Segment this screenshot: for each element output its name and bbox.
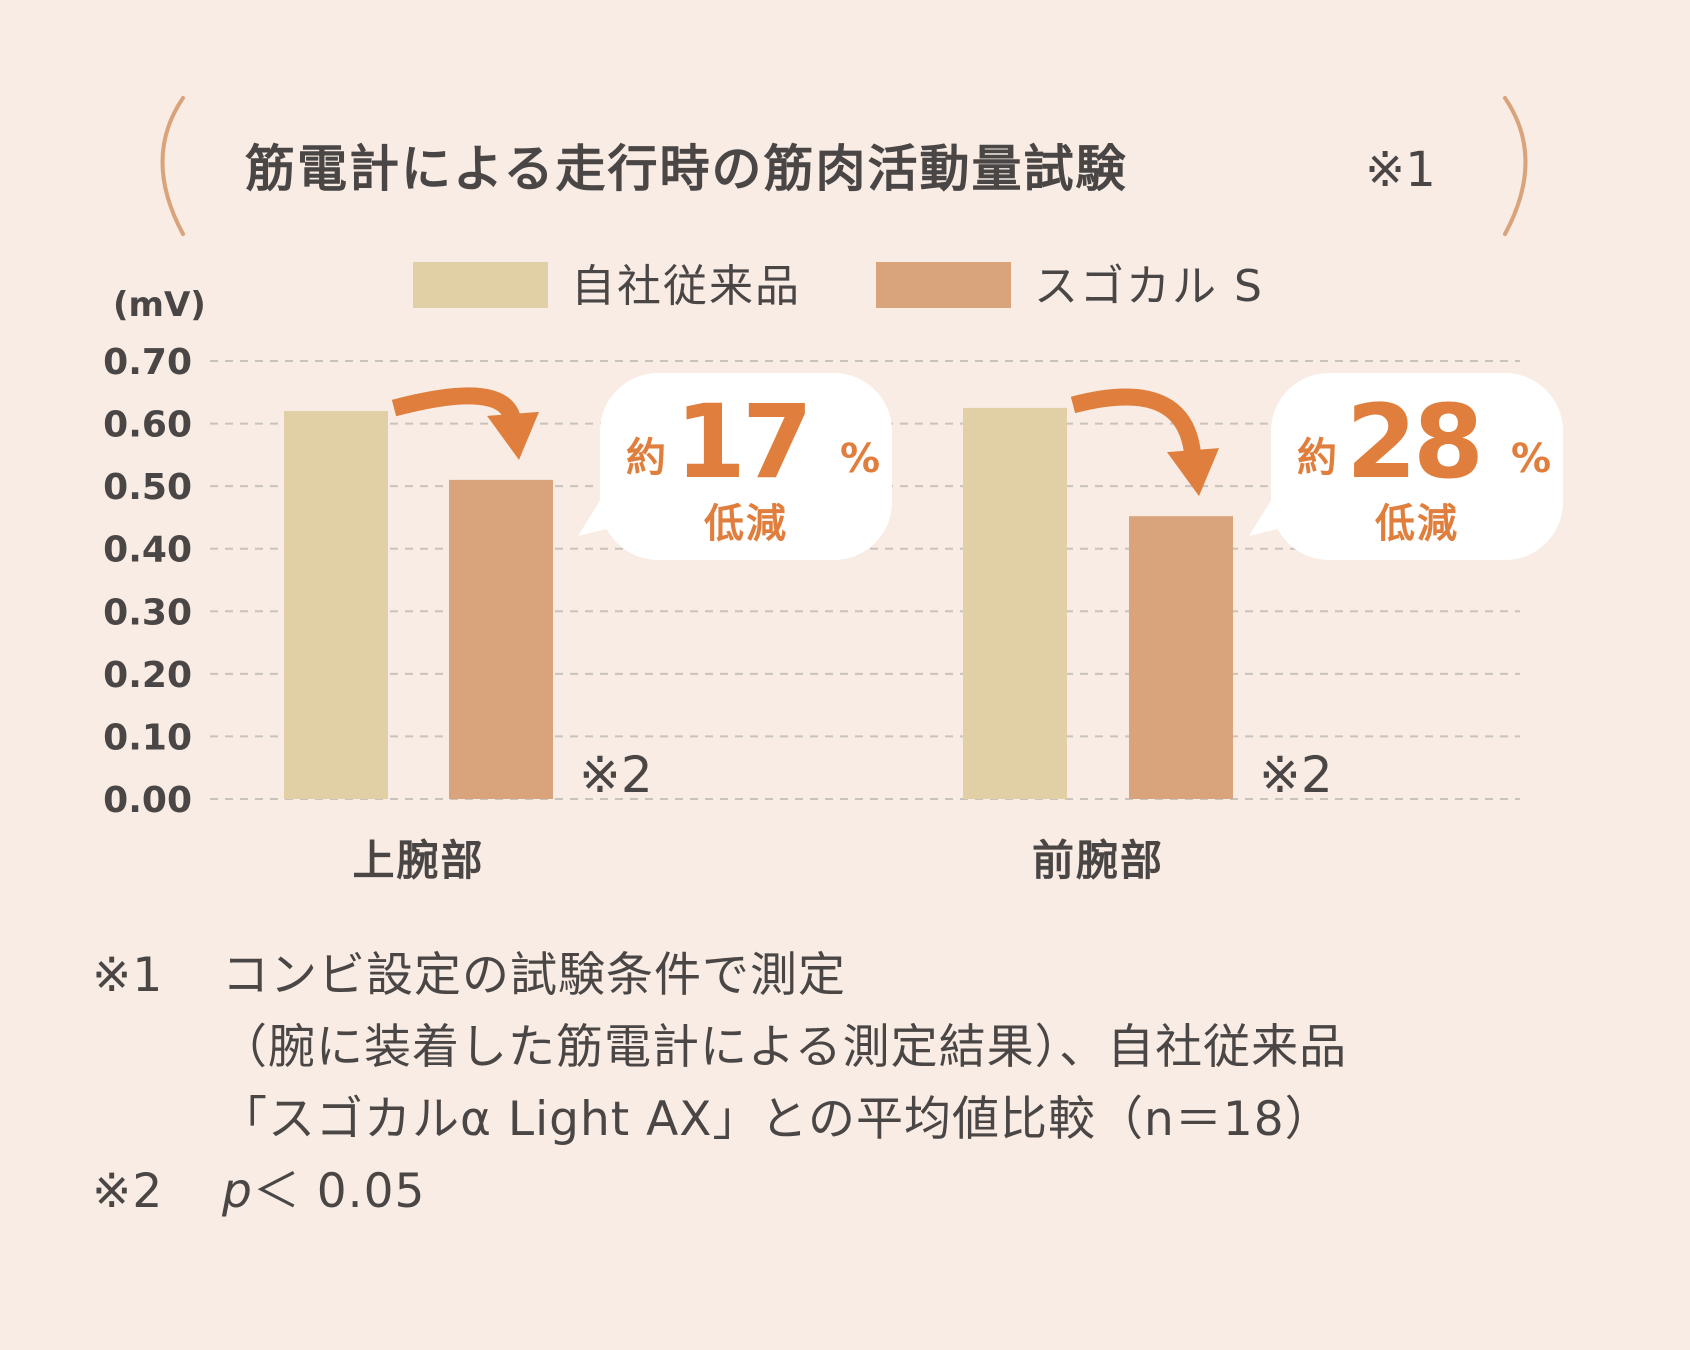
chart-svg: 筋電計による走行時の筋肉活動量試験 ※1 自社従来品 スゴカル S (mV) 0.70 0.… [103, 96, 1563, 885]
reduction-arrowhead-0 [487, 411, 539, 460]
callout-number-1: 28 [1346, 383, 1480, 502]
footnote-1-mark: ※1 [92, 948, 164, 1003]
footnote-2-p: p [222, 1164, 253, 1219]
y-tick-label-5: 0.20 [103, 655, 192, 696]
x-category-label-0: 上腕部 [352, 836, 484, 885]
footnotes: ※1 コンビ設定の試験条件で測定 （腕に装着した筋電計による測定結果）、自社従来… [92, 940, 1347, 1228]
significance-mark-0: ※2 [579, 746, 653, 804]
y-tick-label-0: 0.70 [103, 342, 192, 383]
legend-label-1: スゴカル S [1034, 261, 1264, 312]
title-bracket-right [1503, 96, 1528, 236]
footnote-1-line2-row: （腕に装着した筋電計による測定結果）、自社従来品 [92, 1012, 1347, 1084]
y-tick-label-6: 0.10 [103, 717, 192, 758]
footnote-1-line3-row: 「スゴカルα Light AX」との平均値比較（n＝18） [92, 1084, 1347, 1156]
legend-swatch-0 [413, 262, 548, 308]
bar-0-1 [449, 479, 553, 799]
reduction-arrow-0 [391, 387, 522, 424]
callout-percent-0: % [840, 436, 880, 482]
callout-bubble-0 [600, 373, 892, 560]
chart-title-note: ※1 [1365, 142, 1436, 198]
footnote-1-line3: 「スゴカルα Light AX」との平均値比較（n＝18） [220, 1092, 1333, 1147]
x-category-label-1: 前腕部 [1032, 836, 1164, 885]
callout-percent-1: % [1511, 436, 1551, 482]
callout-number-0: 17 [675, 383, 809, 502]
legend-swatch-1 [876, 262, 1011, 308]
callout-label-1: 低減 [1375, 501, 1459, 547]
callout-bubble-1 [1271, 373, 1563, 560]
callout-label-0: 低減 [704, 501, 788, 547]
y-tick-label-4: 0.30 [103, 592, 192, 633]
y-tick-label-7: 0.00 [103, 780, 192, 821]
reduction-arrow-1 [1070, 388, 1202, 460]
significance-mark-1: ※2 [1259, 746, 1333, 804]
y-tick-label-2: 0.50 [103, 467, 192, 508]
y-tick-label-3: 0.40 [103, 530, 192, 571]
footnote-1-line1: コンビ設定の試験条件で測定 [222, 948, 846, 1003]
y-tick-label-1: 0.60 [103, 405, 192, 446]
footnote-2: ※2 p ＜ 0.05 [92, 1156, 1347, 1228]
callout-prefix-1: 約 [1297, 435, 1337, 481]
footnote-1-line2: （腕に装着した筋電計による測定結果）、自社従来品 [220, 1020, 1348, 1075]
callout-prefix-0: 約 [626, 435, 666, 481]
reduction-arrowhead-1 [1167, 448, 1219, 497]
bar-0-0 [284, 411, 388, 799]
bar-1-0 [963, 407, 1067, 799]
footnote-1: ※1 コンビ設定の試験条件で測定 [92, 940, 1347, 1012]
footnote-2-rest: ＜ 0.05 [252, 1164, 426, 1219]
y-unit-label: (mV) [113, 285, 206, 325]
bar-1-1 [1129, 516, 1233, 799]
legend-label-0: 自社従来品 [571, 261, 801, 312]
footnote-2-mark: ※2 [92, 1164, 164, 1219]
title-bracket-left [160, 96, 185, 236]
chart-title: 筋電計による走行時の筋肉活動量試験 [245, 140, 1128, 198]
